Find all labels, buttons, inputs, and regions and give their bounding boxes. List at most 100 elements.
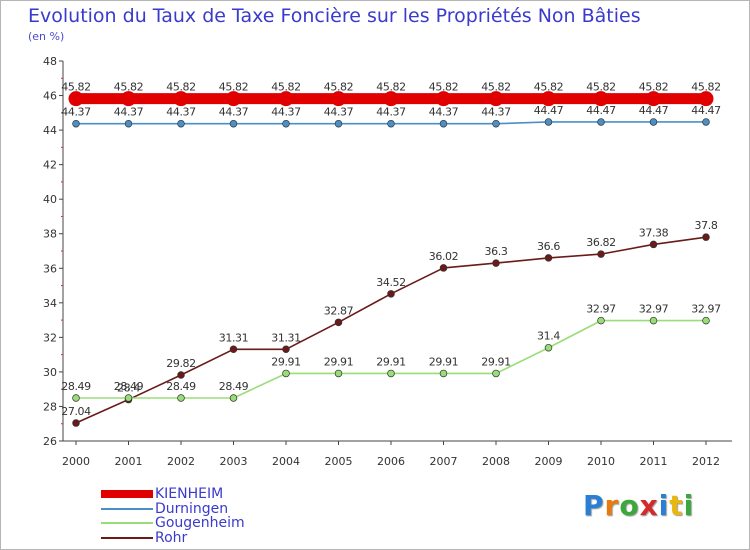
chart-subtitle: (en %): [28, 30, 65, 43]
data-point-kienheim: [383, 91, 399, 107]
data-label-rohr: 29.82: [166, 357, 196, 370]
data-point-kienheim: [173, 91, 189, 107]
y-tick-label: 40: [43, 193, 57, 206]
data-label-gougenheim: 28.49: [61, 380, 91, 393]
x-tick-label: 2000: [62, 455, 90, 468]
legend: KIENHEIM Durningen Gougenheim Rohr: [101, 487, 245, 545]
y-tick-label: 32: [43, 331, 57, 344]
data-label-rohr: 31.31: [219, 331, 249, 344]
chart-title: Evolution du Taux de Taxe Foncière sur l…: [28, 5, 641, 27]
data-point-gougenheim: [72, 394, 80, 402]
data-point-rohr: [334, 318, 343, 327]
logo-letter: i: [658, 489, 670, 522]
data-point-kienheim: [226, 91, 241, 107]
data-point-rohr: [439, 264, 448, 272]
data-point-kienheim: [541, 91, 556, 107]
data-label-kienheim: 45.82: [324, 81, 354, 94]
legend-label: KIENHEIM: [155, 486, 224, 503]
logo-letter: i: [683, 489, 695, 522]
x-tick-label: 2004: [272, 455, 300, 468]
data-label-rohr: 27.04: [61, 405, 91, 418]
x-tick-label: 2007: [430, 455, 458, 468]
legend-label: Gougenheim: [155, 515, 245, 532]
data-label-rohr: 28.4: [117, 382, 140, 395]
data-label-durningen: 44.37: [481, 106, 511, 119]
data-label-rohr: 37.8: [695, 219, 718, 232]
data-label-gougenheim: 32.97: [691, 303, 721, 316]
data-label-durningen: 44.37: [429, 106, 459, 119]
data-point-gougenheim: [544, 343, 553, 352]
logo-letter: t: [669, 489, 684, 522]
data-label-durningen: 44.47: [586, 104, 616, 117]
data-label-rohr: 36.02: [429, 250, 459, 263]
data-label-durningen: 44.37: [376, 106, 406, 119]
legend-swatch: [101, 536, 153, 539]
x-tick-label: 2009: [535, 455, 563, 468]
data-label-kienheim: 45.82: [219, 81, 249, 94]
data-label-rohr: 36.3: [485, 245, 508, 258]
data-label-gougenheim: 32.97: [586, 303, 616, 316]
data-point-rohr: [229, 345, 238, 354]
data-point-kienheim: [698, 91, 714, 107]
legend-item-gougenheim: Gougenheim: [101, 516, 245, 531]
data-point-gougenheim: [334, 369, 343, 378]
data-point-kienheim: [278, 91, 294, 107]
x-tick-label: 2002: [167, 455, 195, 468]
data-point-durningen: [649, 118, 658, 126]
x-tick-label: 2012: [692, 455, 720, 468]
data-point-kienheim: [331, 91, 346, 107]
y-tick-label: 48: [43, 55, 57, 68]
data-point-gougenheim: [597, 316, 605, 325]
data-label-gougenheim: 29.91: [324, 355, 354, 368]
data-label-rohr: 36.82: [586, 236, 616, 249]
data-point-rohr: [387, 290, 395, 298]
data-label-gougenheim: 28.49: [219, 380, 249, 393]
data-label-gougenheim: 31.4: [537, 330, 560, 343]
series-line-rohr: [75, 236, 707, 424]
data-point-durningen: [702, 118, 710, 126]
data-point-gougenheim: [282, 369, 290, 378]
data-label-kienheim: 45.82: [691, 81, 721, 94]
data-point-kienheim: [488, 91, 504, 107]
data-label-rohr: 32.87: [324, 304, 354, 317]
data-point-durningen: [229, 119, 238, 128]
data-point-kienheim: [121, 91, 136, 107]
data-point-gougenheim: [702, 316, 710, 325]
data-point-gougenheim: [229, 394, 238, 402]
data-label-gougenheim: 29.91: [429, 355, 459, 368]
legend-swatch: [101, 490, 153, 499]
legend-swatch: [101, 507, 153, 510]
data-label-durningen: 44.47: [534, 104, 564, 117]
data-label-kienheim: 45.82: [481, 81, 511, 94]
y-tick-label: 44: [43, 124, 57, 137]
data-label-kienheim: 45.82: [586, 81, 616, 94]
data-label-rohr: 36.6: [537, 240, 560, 253]
data-point-gougenheim: [492, 369, 500, 378]
data-point-durningen: [387, 119, 395, 128]
legend-item-durningen: Durningen: [101, 502, 245, 517]
x-tick-label: 2011: [640, 455, 668, 468]
data-label-kienheim: 45.82: [376, 81, 406, 94]
x-tick-label: 2005: [325, 455, 353, 468]
logo-letter: r: [604, 489, 620, 522]
data-label-durningen: 44.37: [271, 106, 301, 119]
data-label-gougenheim: 29.91: [271, 355, 301, 368]
data-point-gougenheim: [387, 369, 395, 378]
data-label-durningen: 44.37: [324, 106, 354, 119]
data-point-kienheim: [68, 91, 84, 107]
data-label-gougenheim: 28.49: [166, 380, 196, 393]
data-point-durningen: [439, 119, 448, 128]
data-label-kienheim: 45.82: [61, 81, 91, 94]
data-point-rohr: [597, 250, 605, 258]
data-label-kienheim: 45.82: [114, 81, 144, 94]
data-point-durningen: [72, 119, 80, 128]
data-point-rohr: [492, 259, 500, 267]
data-label-rohr: 34.52: [376, 276, 406, 289]
data-point-kienheim: [436, 91, 451, 107]
data-point-rohr: [649, 240, 658, 249]
data-label-durningen: 44.37: [114, 106, 144, 119]
data-label-rohr: 31.31: [271, 331, 301, 344]
data-point-rohr: [544, 254, 553, 262]
y-tick-label: 26: [43, 435, 57, 448]
